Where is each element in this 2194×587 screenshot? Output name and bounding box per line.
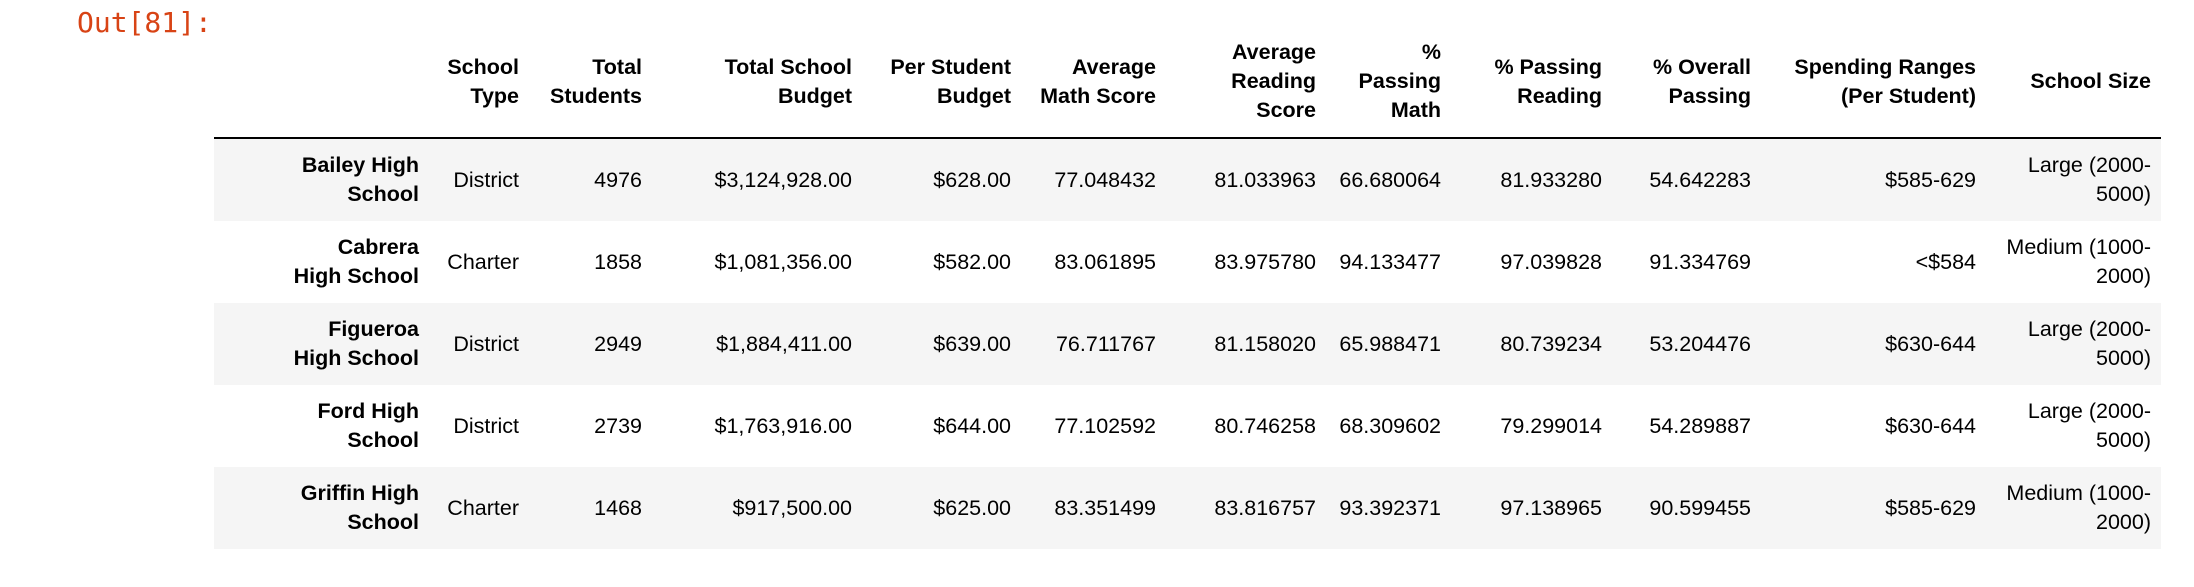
cell: 79.299014 — [1500, 413, 1602, 438]
column-header-label: Total Students — [550, 54, 642, 108]
cell: 77.048432 — [1054, 167, 1156, 192]
column-header: Average Reading Score — [1166, 26, 1326, 139]
cell: Charter — [447, 249, 519, 274]
column-header-label: School Size — [2030, 69, 2151, 93]
cell: 80.746258 — [1214, 413, 1316, 438]
cell: $585-629 — [1885, 495, 1976, 520]
column-header: % Passing Reading — [1451, 26, 1612, 139]
cell: 83.351499 — [1054, 495, 1156, 520]
cell: <$584 — [1915, 249, 1976, 274]
cell: $625.00 — [933, 495, 1011, 520]
cell: $3,124,928.00 — [714, 167, 853, 192]
cell: $1,884,411.00 — [716, 331, 852, 356]
table-row: Figueroa High School District 2949 $1,884,4… — [214, 303, 2161, 385]
cell: 4976 — [594, 167, 642, 192]
school-name-label: Griffin High School — [300, 481, 419, 534]
cell: $585-629 — [1885, 167, 1976, 192]
cell: $917,500.00 — [732, 495, 852, 520]
cell: 93.392371 — [1339, 495, 1441, 520]
cell: 97.039828 — [1500, 249, 1602, 274]
cell: 81.933280 — [1500, 167, 1602, 192]
column-header: Average Math Score — [1021, 26, 1166, 139]
column-header: School Type — [429, 26, 529, 139]
cell: Charter — [447, 495, 519, 520]
cell: 66.680064 — [1339, 167, 1441, 192]
cell: $644.00 — [933, 413, 1011, 438]
column-header-label: Average Reading Score — [1231, 40, 1316, 122]
cell: 83.975780 — [1214, 249, 1316, 274]
cell: District — [453, 413, 519, 438]
cell: 54.289887 — [1649, 413, 1751, 438]
cell: 83.061895 — [1054, 249, 1156, 274]
cell: Large (2000-5000) — [2027, 317, 2151, 370]
column-header-label: Per Student Budget — [890, 54, 1011, 108]
table-row: Griffin High School Charter 1468 $917,500.0… — [214, 467, 2161, 549]
cell: 81.033963 — [1214, 167, 1316, 192]
column-header: Spending Ranges (Per Student) — [1761, 26, 1986, 139]
cell: 77.102592 — [1054, 413, 1156, 438]
cell: District — [453, 167, 519, 192]
row-header-school-name: Figueroa High School — [214, 303, 429, 385]
cell: $1,763,916.00 — [714, 413, 853, 438]
school-name-label: Ford High School — [317, 399, 419, 452]
column-header-label: % Passing Reading — [1494, 54, 1602, 108]
column-header: Per Student Budget — [862, 26, 1021, 139]
row-header-school-name: Ford High School — [214, 385, 429, 467]
column-header: Total School Budget — [652, 26, 862, 139]
column-header-label: Average Math Score — [1040, 54, 1156, 108]
cell: $630-644 — [1885, 331, 1976, 356]
cell: $639.00 — [933, 331, 1011, 356]
cell: 65.988471 — [1339, 331, 1441, 356]
cell: 80.739234 — [1500, 331, 1602, 356]
header-row: School Type Total Students Total School Bu… — [214, 26, 2161, 139]
cell: District — [453, 331, 519, 356]
table-row: Cabrera High School Charter 1858 $1,081,356… — [214, 221, 2161, 303]
cell: 2739 — [594, 413, 642, 438]
index-corner-blank — [214, 26, 429, 139]
row-header-school-name: Griffin High School — [214, 467, 429, 549]
table-row: Ford High School District 2739 $1,763,916.0… — [214, 385, 2161, 467]
cell: 97.138965 — [1500, 495, 1602, 520]
cell: $1,081,356.00 — [714, 249, 853, 274]
row-header-school-name: Bailey High School — [214, 138, 429, 221]
column-header: % Passing Math — [1326, 26, 1451, 139]
cell: Large (2000-5000) — [2027, 153, 2151, 206]
cell: Large (2000-5000) — [2027, 399, 2151, 452]
cell: 1468 — [594, 495, 642, 520]
cell: 54.642283 — [1649, 167, 1751, 192]
output-prompt: Out[81]: — [77, 6, 212, 39]
school-name-label: Bailey High School — [301, 153, 419, 206]
cell: $628.00 — [933, 167, 1011, 192]
cell: $582.00 — [933, 249, 1011, 274]
column-header-label: Spending Ranges (Per Student) — [1794, 54, 1976, 108]
school-name-label: Cabrera High School — [293, 235, 419, 288]
cell: 68.309602 — [1339, 413, 1441, 438]
cell: 91.334769 — [1649, 249, 1751, 274]
column-header: Total Students — [529, 26, 652, 139]
cell: 1858 — [594, 249, 642, 274]
cell: 90.599455 — [1649, 495, 1751, 520]
cell: 83.816757 — [1214, 495, 1316, 520]
cell: 76.711767 — [1055, 331, 1156, 356]
column-header: School Size — [1986, 26, 2161, 139]
column-header: % Overall Passing — [1612, 26, 1761, 139]
column-header-label: % Passing Math — [1358, 40, 1441, 122]
cell: Medium (1000-2000) — [2006, 481, 2151, 534]
column-header-label: Total School Budget — [724, 54, 852, 108]
cell: $630-644 — [1885, 413, 1976, 438]
school-name-label: Figueroa High School — [293, 317, 419, 370]
cell: 94.133477 — [1339, 249, 1441, 274]
cell: Medium (1000-2000) — [2006, 235, 2151, 288]
table-body: Bailey High School District 4976 $3,124,928… — [214, 138, 2161, 549]
cell: 53.204476 — [1649, 331, 1751, 356]
column-header-label: School Type — [447, 54, 519, 108]
table-row: Bailey High School District 4976 $3,124,928… — [214, 138, 2161, 221]
row-header-school-name: Cabrera High School — [214, 221, 429, 303]
dataframe-table: School Type Total Students Total School Bu… — [214, 26, 2161, 549]
cell: 81.158020 — [1214, 331, 1316, 356]
column-header-label: % Overall Passing — [1653, 54, 1751, 108]
cell: 2949 — [594, 331, 642, 356]
